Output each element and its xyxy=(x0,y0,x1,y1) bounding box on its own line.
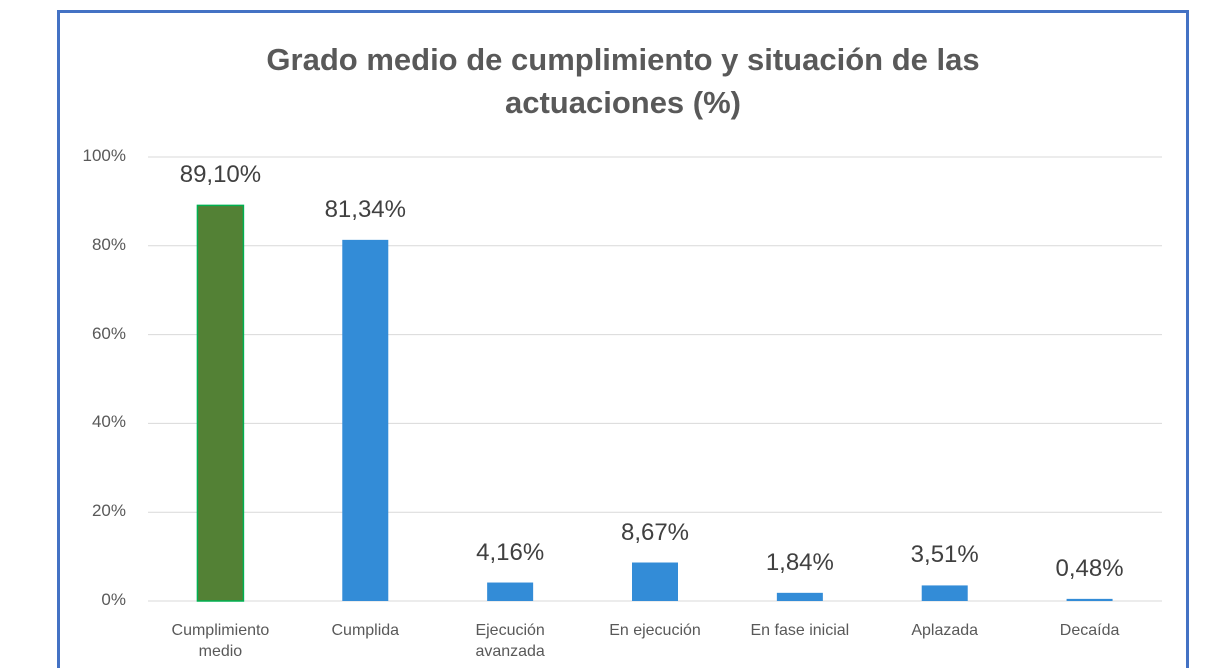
y-tick-label: 0% xyxy=(101,590,126,609)
bar xyxy=(776,592,823,601)
bar xyxy=(921,585,968,601)
x-tick-label: Decaída xyxy=(1059,622,1120,639)
data-label: 1,84% xyxy=(765,548,834,576)
data-label: 3,51% xyxy=(910,541,979,569)
y-tick-label: 40% xyxy=(91,412,126,432)
y-tick-label: 80% xyxy=(91,234,126,254)
y-tick-label: 20% xyxy=(91,501,126,521)
chart-title: Grado medio de cumplimiento y situación … xyxy=(266,42,980,120)
x-tick-label: Aplazada xyxy=(911,622,979,639)
x-tick-label: Cumplida xyxy=(331,622,400,639)
y-tick-label: 60% xyxy=(91,323,126,343)
y-tick-label: 100% xyxy=(82,146,126,165)
data-label: 0,48% xyxy=(1055,554,1124,582)
data-label: 89,10% xyxy=(179,161,262,189)
data-label: 4,16% xyxy=(476,538,545,566)
bar xyxy=(487,582,534,601)
bar xyxy=(342,239,389,601)
bar xyxy=(196,204,245,602)
x-tick-label: Cumplimiento medio xyxy=(171,622,270,660)
x-tick-label: Ejecución avanzada xyxy=(475,622,545,660)
x-tick-label: En ejecución xyxy=(609,622,701,639)
data-label: 81,34% xyxy=(324,195,406,223)
chart-border xyxy=(57,10,1189,668)
x-tick-label: En fase inicial xyxy=(750,622,850,639)
bar xyxy=(632,562,678,601)
bar xyxy=(1066,598,1113,601)
data-label: 8,67% xyxy=(620,518,690,546)
